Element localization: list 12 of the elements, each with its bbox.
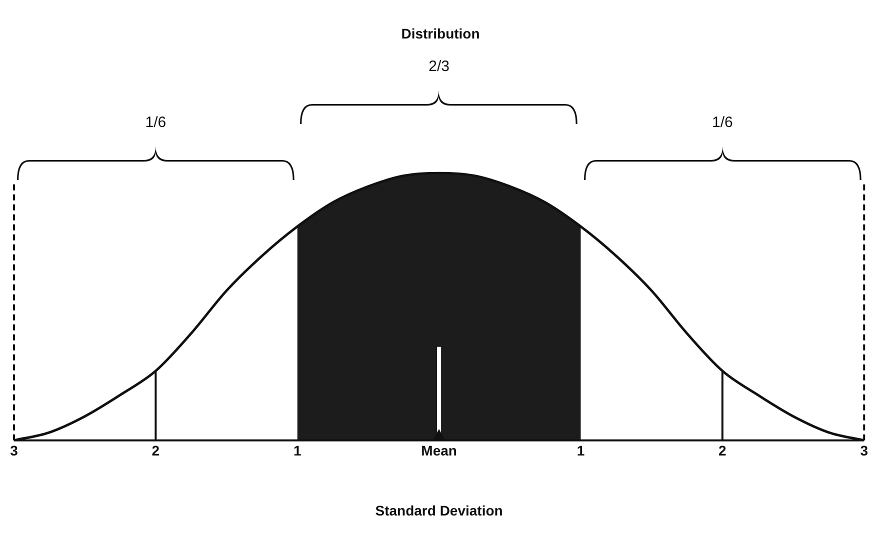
- text: 1/6: [144, 114, 168, 131]
- x-tick-label: 3: [860, 442, 868, 459]
- x-tick-label: 1: [576, 442, 585, 459]
- x-tick-label: 2: [718, 442, 727, 459]
- x-tick-label: 3: [10, 442, 18, 459]
- x-tick-label: 2: [152, 442, 160, 459]
- x-tick-label: 1: [293, 442, 302, 459]
- x-axis-title: Standard Deviation: [375, 502, 503, 518]
- text: 1/6: [710, 114, 734, 131]
- text: 2/3: [428, 58, 450, 75]
- chart-title: Distribution: [401, 25, 480, 42]
- x-tick-label: Mean: [421, 442, 457, 459]
